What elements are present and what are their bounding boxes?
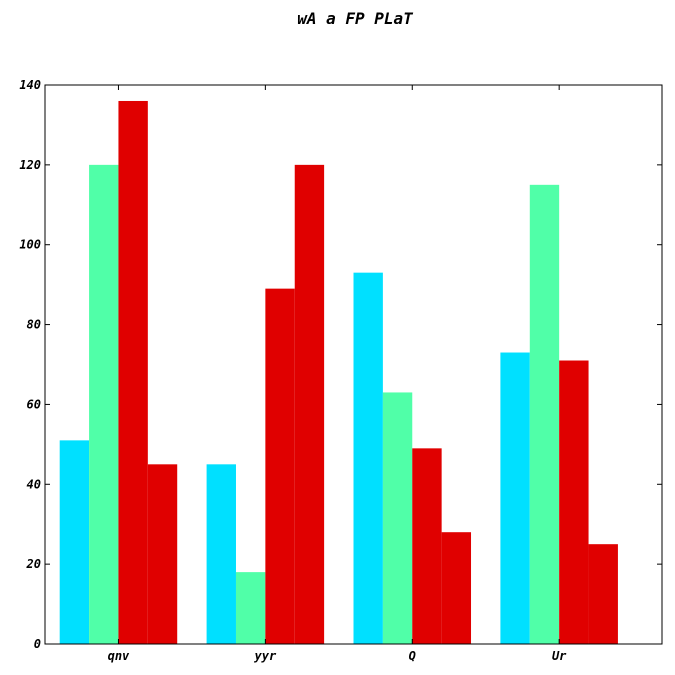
bar-qnv-series-3 [118, 100, 148, 645]
x-tick-label: Q [409, 649, 416, 663]
bar-Ur-series-1 [500, 352, 530, 644]
y-tick-label: 60 [27, 397, 41, 411]
plot-frame [44, 84, 663, 645]
bar-Q-series-1 [353, 272, 383, 644]
bar-qnv-series-2 [89, 164, 119, 645]
x-tick-label: Ur [552, 649, 567, 663]
y-tick-label: 40 [27, 477, 41, 491]
y-tick-label: 80 [27, 318, 41, 332]
bar-Ur-series-2 [529, 184, 560, 644]
x-tick-label: yyr [254, 649, 277, 663]
bar-yyr-series-2 [235, 572, 266, 644]
bar-Ur-series-3 [559, 360, 589, 644]
bar-Q-series-4 [441, 532, 472, 644]
y-tick-label: 20 [26, 557, 41, 571]
y-tick-label: 140 [19, 78, 41, 92]
y-tick-label: 100 [19, 238, 41, 252]
bar-qnv-series-1 [59, 440, 90, 644]
bars-group [59, 100, 618, 645]
bar-Ur-series-4 [588, 544, 618, 644]
y-tick-label: 0 [34, 637, 41, 651]
bar-yyr-series-4 [294, 164, 325, 645]
bar-yyr-series-3 [265, 288, 295, 644]
x-tick-label: qnv [108, 649, 130, 663]
axes-group: 0 20 40 60 80 100 120 140 qnv yyr Q Ur [19, 78, 663, 663]
bar-Q-series-3 [412, 448, 442, 644]
bar-Q-series-2 [382, 392, 413, 644]
bar-yyr-series-1 [206, 464, 236, 644]
y-tick-label: 120 [19, 158, 41, 172]
chart-title: wA a FP PLaT [297, 9, 414, 28]
bar-qnv-series-4 [147, 464, 178, 644]
